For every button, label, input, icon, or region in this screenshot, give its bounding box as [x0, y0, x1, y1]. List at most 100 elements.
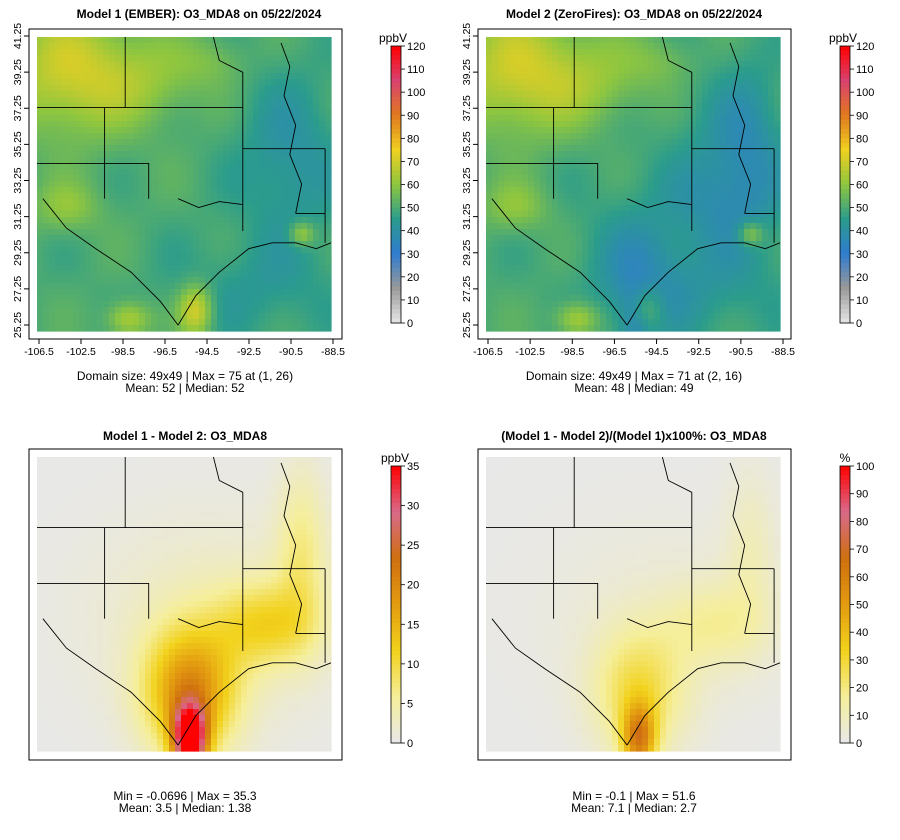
grid-cell [295, 163, 302, 170]
grid-cell [774, 49, 781, 56]
grid-cell [744, 217, 751, 224]
grid-cell [522, 271, 529, 278]
grid-cell [486, 169, 493, 176]
grid-cell [115, 61, 122, 68]
grid-cell [696, 121, 703, 128]
grid-cell [624, 319, 631, 326]
grid-cell [109, 55, 116, 62]
grid-cell [259, 259, 266, 266]
grid-cell [319, 205, 326, 212]
grid-cell [648, 79, 655, 86]
grid-cell [636, 169, 643, 176]
grid-cell [163, 139, 170, 146]
grid-cell [313, 115, 320, 122]
grid-cell [510, 247, 517, 254]
grid-cell [313, 151, 320, 158]
grid-cell [217, 241, 224, 248]
grid-cell [205, 241, 212, 248]
grid-cell [217, 259, 224, 266]
grid-cell [720, 91, 727, 98]
grid-cell [325, 67, 332, 74]
grid-cell [265, 157, 272, 164]
grid-cell [91, 145, 98, 152]
grid-cell [55, 271, 62, 278]
grid-cell [283, 169, 290, 176]
grid-cell [588, 157, 595, 164]
grid-cell [576, 325, 583, 332]
grid-cell [325, 115, 332, 122]
grid-cell [163, 43, 170, 50]
grid-cell [271, 133, 278, 140]
grid-cell [672, 229, 679, 236]
grid-cell [666, 259, 673, 266]
grid-cell [612, 301, 619, 308]
grid-cell [768, 157, 775, 164]
grid-cell [552, 67, 559, 74]
x-tick-label: -88.5 [771, 346, 795, 358]
colorbar-segment [391, 115, 401, 121]
grid-cell [325, 97, 332, 104]
grid-cell [714, 211, 721, 218]
grid-cell [253, 241, 260, 248]
grid-cell [55, 163, 62, 170]
grid-cell [139, 133, 146, 140]
grid-cell [660, 139, 667, 146]
grid-cell [774, 67, 781, 74]
grid-cell [169, 61, 176, 68]
grid-cell [283, 259, 290, 266]
grid-cell [85, 37, 92, 44]
grid-cell [666, 307, 673, 314]
grid-cell [732, 301, 739, 308]
grid-cell [91, 319, 98, 326]
grid-cell [163, 295, 170, 302]
grid-cell [157, 151, 164, 158]
grid-cell [43, 187, 50, 194]
grid-cell [109, 217, 116, 224]
grid-cell [133, 259, 140, 266]
grid-cell [498, 253, 505, 260]
grid-cell [582, 133, 589, 140]
grid-cell [666, 109, 673, 116]
colorbar-segment [391, 119, 401, 126]
grid-cell [618, 271, 625, 278]
grid-cell [660, 115, 667, 122]
grid-cell [696, 115, 703, 122]
grid-cell [768, 127, 775, 134]
grid-cell [229, 241, 236, 248]
grid-cell [516, 217, 523, 224]
grid-cell [708, 139, 715, 146]
panel-1-stats-line1: Domain size: 49x49 | Max = 75 at (1, 26) [77, 369, 293, 383]
grid-cell [37, 307, 44, 314]
grid-cell [558, 121, 565, 128]
grid-cell [253, 289, 260, 296]
grid-cell [762, 253, 769, 260]
colorbar-segment [391, 106, 401, 112]
grid-cell [702, 85, 709, 92]
grid-cell [223, 43, 230, 50]
grid-cell [271, 211, 278, 218]
grid-cell [103, 67, 110, 74]
grid-cell [714, 265, 721, 272]
grid-cell [241, 205, 248, 212]
grid-cell [486, 139, 493, 146]
grid-cell [570, 169, 577, 176]
grid-cell [588, 91, 595, 98]
grid-cell [295, 247, 302, 254]
grid-cell [678, 319, 685, 326]
grid-cell [738, 79, 745, 86]
grid-cell [241, 127, 248, 134]
grid-cell [187, 169, 194, 176]
grid-cell [726, 187, 733, 194]
x-tick-label: -92.5 [687, 346, 711, 358]
grid-cell [199, 259, 206, 266]
grid-cell [756, 61, 763, 68]
grid-cell [193, 49, 200, 56]
grid-cell [678, 265, 685, 272]
grid-cell [672, 193, 679, 200]
grid-cell [498, 289, 505, 296]
grid-cell [678, 73, 685, 80]
grid-cell [289, 133, 296, 140]
grid-cell [241, 277, 248, 284]
grid-cell [648, 223, 655, 230]
grid-cell [606, 55, 613, 62]
